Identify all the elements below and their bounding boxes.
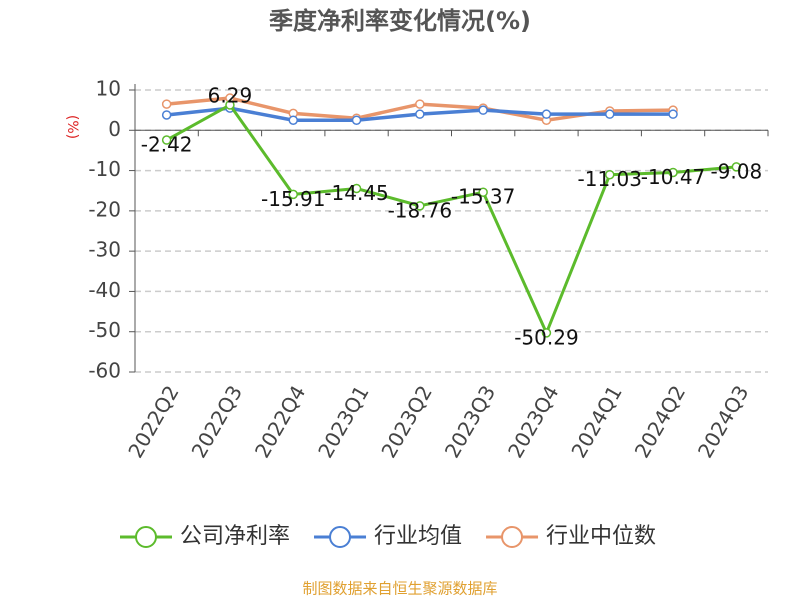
point — [351, 115, 362, 125]
data-label: -11.03 — [578, 167, 642, 191]
point — [288, 115, 298, 125]
x-tick-label: 2023Q4 — [503, 381, 563, 462]
data-label: -15.37 — [451, 185, 515, 209]
data-label: 6.29 — [208, 83, 253, 107]
y-tick-label: 10 — [96, 77, 121, 101]
data-label: -2.42 — [141, 133, 193, 157]
y-tick-label: -60 — [88, 359, 121, 383]
point — [161, 99, 172, 109]
y-tick-label: -40 — [88, 278, 121, 302]
data-label: -10.47 — [641, 165, 705, 189]
x-tick-label: 2024Q3 — [693, 381, 753, 462]
y-tick-label: -10 — [88, 157, 121, 181]
data-label: -14.45 — [324, 181, 388, 205]
x-tick-label: 2023Q3 — [440, 381, 500, 462]
point — [415, 99, 425, 109]
point — [605, 109, 615, 119]
x-tick-label: 2023Q1 — [313, 381, 373, 462]
data-label: -18.76 — [388, 198, 452, 222]
x-tick-label: 2022Q3 — [187, 381, 247, 462]
point — [415, 109, 425, 119]
x-tick-label: 2022Q4 — [250, 381, 310, 462]
y-tick-label: -20 — [88, 197, 121, 221]
point — [161, 135, 172, 145]
point — [478, 105, 488, 115]
x-tick-label: 2024Q1 — [566, 381, 626, 462]
chart-title: 季度净利率变化情况(%) — [269, 7, 531, 35]
y-tick-label: -30 — [88, 238, 121, 262]
legend-label: 行业中位数 — [546, 524, 656, 549]
y-axis-label: (%) — [64, 115, 80, 139]
data-label: -50.29 — [514, 325, 578, 349]
y-tick-label: 0 — [108, 117, 121, 141]
point — [668, 109, 678, 119]
point — [351, 183, 362, 194]
x-tick-label: 2022Q2 — [123, 381, 183, 462]
legend-label: 公司净利率 — [180, 524, 290, 549]
series-line — [165, 102, 737, 337]
data-label: -9.08 — [710, 159, 762, 183]
point — [288, 189, 298, 200]
point — [668, 167, 678, 178]
data-label: -15.91 — [261, 187, 325, 211]
source-note: 制图数据来自恒生聚源数据库 — [302, 580, 497, 598]
point — [478, 187, 488, 197]
point — [541, 328, 552, 338]
point — [731, 162, 742, 172]
x-tick-label: 2024Q2 — [630, 381, 690, 462]
point — [605, 169, 615, 180]
legend-label: 行业均值 — [374, 524, 462, 549]
point — [415, 201, 425, 211]
point — [161, 110, 172, 120]
legend-marker — [501, 526, 524, 548]
legend-marker — [135, 526, 157, 548]
point — [225, 100, 235, 110]
legend-marker — [329, 526, 352, 548]
y-tick-label: -50 — [88, 318, 121, 342]
point — [541, 109, 552, 119]
x-tick-label: 2023Q2 — [376, 381, 436, 462]
